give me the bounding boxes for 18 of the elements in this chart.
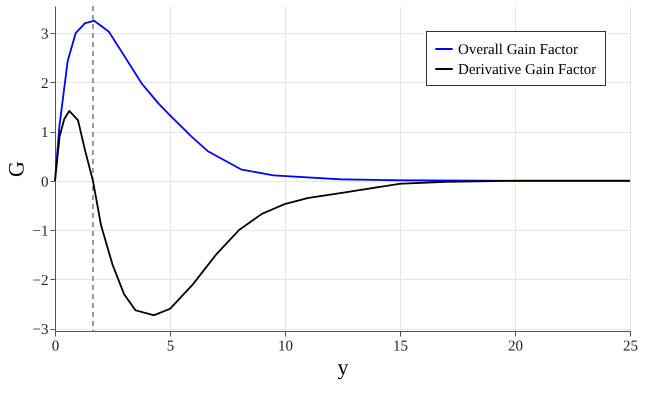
line-series [54, 110, 631, 316]
x-tick-label: 0 [52, 338, 60, 354]
x-tick-label: 10 [278, 338, 293, 354]
y-tick-label: 3 [41, 26, 48, 43]
x-tick-label: 5 [166, 338, 174, 354]
x-tick-label: 20 [508, 338, 523, 354]
legend-label: Overall Gain Factor [458, 42, 578, 58]
y-tick-label: −2 [32, 272, 48, 289]
y-tick-label: 2 [41, 76, 48, 92]
y-tick-label: −3 [32, 322, 48, 338]
x-tick-label: 15 [393, 338, 408, 354]
y-tick-label: 0 [41, 174, 48, 190]
y-tick-label: −1 [32, 224, 48, 240]
y-tick-label: 1 [41, 125, 48, 142]
legend-label: Derivative Gain Factor [458, 62, 596, 78]
y-axis-title: G [4, 160, 29, 177]
x-tick-label: 25 [623, 338, 638, 354]
x-axis-title: y [338, 354, 348, 380]
